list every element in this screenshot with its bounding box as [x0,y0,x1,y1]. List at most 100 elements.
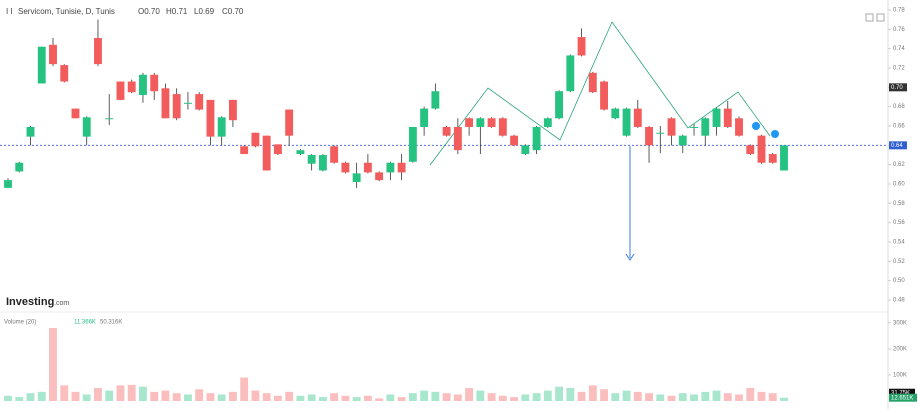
volume-bar [296,395,305,401]
candle-body [49,44,57,65]
y-tick-label: 0.76 [893,27,905,33]
candle-body [453,126,462,151]
candle-body [318,155,327,171]
candle-body [555,91,564,119]
brand: Investing [6,296,54,308]
y-tick-label: 0.52 [893,259,905,265]
volume-bar [251,390,260,401]
candle-body [386,162,395,173]
candle-body [116,81,125,100]
volume-bar [622,390,631,401]
volume-bar [690,394,698,401]
candle-body [161,88,170,119]
volume-bar [127,384,136,401]
candle-body [37,46,46,84]
volume-bar [588,385,597,401]
volume-bar [678,393,687,401]
volume-bar [768,393,777,401]
candle-body [588,72,597,93]
settings-icon[interactable] [876,13,885,22]
candle-body [420,108,429,127]
candle-body [195,94,204,110]
volume-bar [217,394,226,401]
candle-body [172,94,181,119]
y-tick-label: 0.58 [893,201,905,207]
volume-bar [273,395,282,401]
candle-body [656,132,665,134]
candle-body [273,144,282,155]
candle-body [476,118,485,127]
brand-suffix: .com [54,300,69,307]
candle-body [667,118,676,136]
volume-bar [667,395,676,401]
candle-body [82,117,91,137]
candle-body [611,108,620,119]
marker-p[interactable] [752,122,760,130]
volume-bar [363,395,372,401]
ma-label: 31.75K [891,390,910,396]
arrow-head [625,253,635,261]
candle-body [240,146,249,155]
candle-body [521,145,530,155]
candle-body [723,108,732,127]
ma-box [889,388,915,397]
volume-bar [611,393,620,401]
volume-bar [71,391,80,401]
candle-body [701,118,710,136]
volume-bar [701,391,710,401]
candle-body [150,74,159,92]
candle-body [4,180,12,188]
volume-bar [161,390,170,401]
volume-bar [656,394,665,401]
volume-bar [184,394,192,401]
volume-bar [453,394,462,401]
candle-body [397,162,406,173]
volume-bar [521,394,530,401]
chart-title: Servicom, Tunisie, D, Tunis [18,7,115,16]
candle-body [217,117,226,137]
candle-body [262,135,271,171]
volume-bar [780,397,788,401]
volume-bar [341,395,350,401]
candle-body [206,99,215,137]
candle-body [487,118,496,127]
volume-bar [375,398,384,401]
volume-bar [397,397,406,401]
volume-bar [318,397,327,401]
volume-readout: 50.316K [100,320,122,326]
marker-p[interactable] [771,130,779,138]
candle-body [307,155,316,164]
volume-bar [60,385,69,401]
y-tick-label: 0.66 [893,124,905,130]
price-box [889,141,907,150]
volume-bar [116,385,125,401]
candle-body [228,99,237,121]
candle-body [498,118,507,136]
volume-tick-label: 100K [893,373,907,379]
y-tick-label: 0.68 [893,104,905,110]
candle-body [285,109,294,136]
candle-body [678,135,687,146]
ohlc-close: C0.70 [222,7,244,16]
ohlc-high: H0.71 [166,7,188,16]
y-tick-label: 0.54 [893,240,905,246]
volume-bar [555,386,564,401]
volume-bar [15,397,24,401]
y-tick-label: 0.56 [893,220,905,226]
volume-bar [465,387,474,401]
candle-body [296,150,305,155]
volume-bar [172,393,181,401]
volume-bar [4,395,12,401]
candle-body [600,81,608,110]
candle-body [330,146,339,163]
volume-bar [94,387,102,401]
volume-title: Volume (20) [4,320,36,326]
candle-body [352,173,361,183]
ohlc-open: O0.70 [138,7,160,16]
candle-body [127,81,136,93]
price-label: 0.64 [891,143,903,149]
expand-icon[interactable] [865,13,874,22]
volume-bar [262,393,271,401]
candle-body [543,118,552,127]
